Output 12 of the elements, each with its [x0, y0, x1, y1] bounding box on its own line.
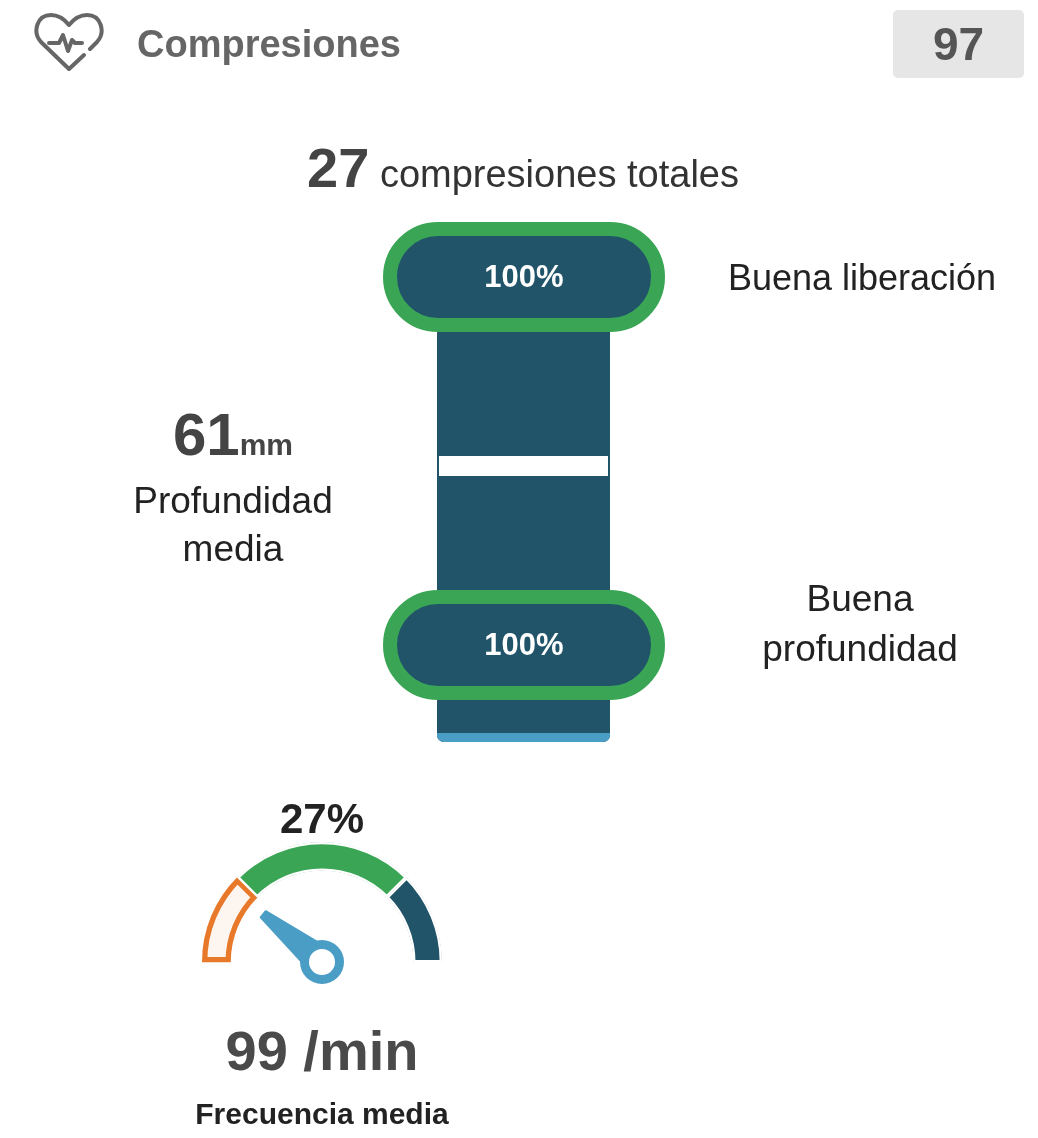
- text: 61mm: [172, 401, 294, 468]
- text: Buena liberación: [726, 256, 998, 300]
- pill-badge: 100%: [383, 590, 665, 700]
- text: Profundidad media: [132, 479, 334, 571]
- text: 27%: [278, 794, 366, 844]
- badge-box: 97: [893, 10, 1024, 78]
- text: Compresiones: [137, 22, 401, 66]
- text: Frecuencia media: [194, 1096, 450, 1132]
- text: Buena profundidad: [761, 577, 959, 671]
- pill-badge: 100%: [383, 222, 665, 332]
- text: 27 compresiones totales: [307, 136, 739, 199]
- text: 99 /min: [224, 1019, 420, 1082]
